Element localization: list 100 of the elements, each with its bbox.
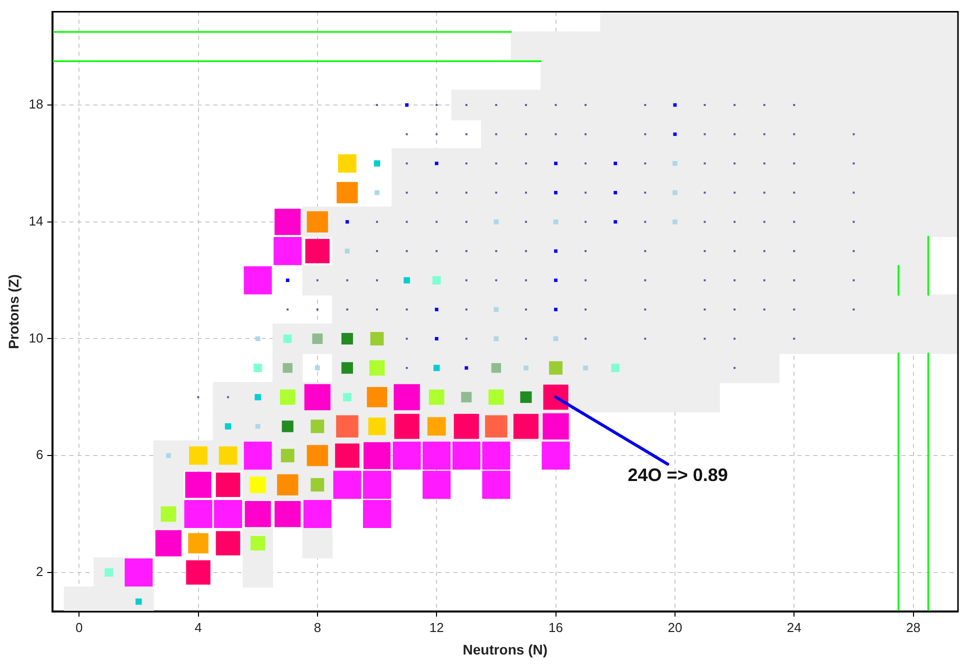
point — [451, 148, 482, 179]
point — [272, 324, 303, 354]
point — [749, 265, 780, 296]
point — [928, 90, 958, 120]
point — [928, 119, 958, 150]
point — [690, 294, 720, 325]
point — [778, 119, 810, 150]
point — [719, 265, 750, 296]
point — [480, 148, 512, 179]
point — [778, 206, 810, 238]
point — [451, 352, 482, 384]
point — [838, 206, 869, 238]
point — [749, 236, 780, 266]
point — [630, 119, 660, 150]
point — [153, 470, 184, 500]
point — [719, 90, 750, 120]
point — [630, 265, 660, 296]
point — [510, 177, 542, 208]
point — [570, 119, 601, 150]
point — [510, 148, 542, 179]
point — [600, 148, 631, 179]
annotation: 24O => 0.89 — [628, 465, 728, 486]
y-tick-label: 14 — [28, 213, 44, 228]
x-tick-label: 24 — [786, 620, 802, 635]
y-tick-label: 2 — [36, 564, 44, 580]
point — [540, 148, 571, 179]
point — [510, 90, 542, 120]
point — [480, 206, 512, 238]
x-tick-label: 12 — [429, 620, 444, 635]
point — [451, 236, 482, 266]
point — [242, 382, 274, 412]
point — [660, 177, 690, 208]
point — [392, 148, 422, 179]
point — [868, 294, 899, 325]
x-tick-label: 0 — [75, 620, 83, 635]
point — [898, 206, 929, 238]
point — [838, 294, 869, 325]
point — [690, 90, 720, 120]
point — [719, 294, 750, 325]
point — [540, 31, 571, 62]
point — [630, 148, 660, 179]
point — [719, 236, 750, 266]
point — [690, 177, 720, 208]
point — [242, 411, 274, 442]
point — [749, 177, 780, 208]
point — [690, 324, 720, 354]
point — [778, 148, 810, 179]
point — [928, 206, 958, 238]
point — [778, 324, 810, 354]
point — [510, 324, 542, 354]
point — [868, 236, 899, 266]
x-tick-label: 28 — [906, 620, 921, 635]
point — [362, 294, 392, 325]
point — [778, 236, 810, 266]
point — [392, 177, 422, 208]
point — [480, 236, 512, 266]
point — [928, 31, 958, 62]
point — [749, 90, 780, 120]
point — [660, 119, 690, 150]
point — [898, 294, 929, 325]
point — [362, 265, 392, 296]
point — [480, 265, 512, 296]
point — [362, 206, 392, 238]
point — [660, 148, 690, 179]
point — [480, 119, 512, 150]
point — [570, 177, 601, 208]
point — [421, 177, 452, 208]
y-tick-label: 6 — [36, 447, 44, 462]
point — [451, 177, 482, 208]
point — [480, 177, 512, 208]
x-axis-title: Neutrons (N) — [462, 641, 548, 658]
point — [421, 352, 452, 384]
point — [332, 236, 362, 266]
point — [928, 324, 958, 354]
point — [540, 119, 571, 150]
point — [630, 324, 660, 354]
point — [392, 324, 422, 354]
point — [838, 265, 869, 296]
point — [392, 352, 422, 384]
point — [570, 148, 601, 179]
point — [421, 148, 452, 179]
y-tick-label: 18 — [28, 96, 44, 112]
point — [421, 236, 452, 266]
point — [451, 90, 482, 120]
point — [510, 352, 542, 384]
point — [719, 324, 750, 354]
point — [778, 90, 810, 120]
point — [480, 294, 512, 325]
x-tick-label: 16 — [548, 620, 564, 635]
point — [928, 294, 958, 325]
point — [690, 206, 720, 238]
point — [600, 206, 631, 238]
point — [630, 294, 660, 325]
point — [630, 90, 660, 120]
point — [660, 382, 690, 412]
point — [480, 90, 512, 120]
point — [928, 148, 958, 179]
point — [630, 177, 660, 208]
x-tick-label: 4 — [194, 620, 202, 635]
y-tick-label: 10 — [28, 330, 44, 346]
